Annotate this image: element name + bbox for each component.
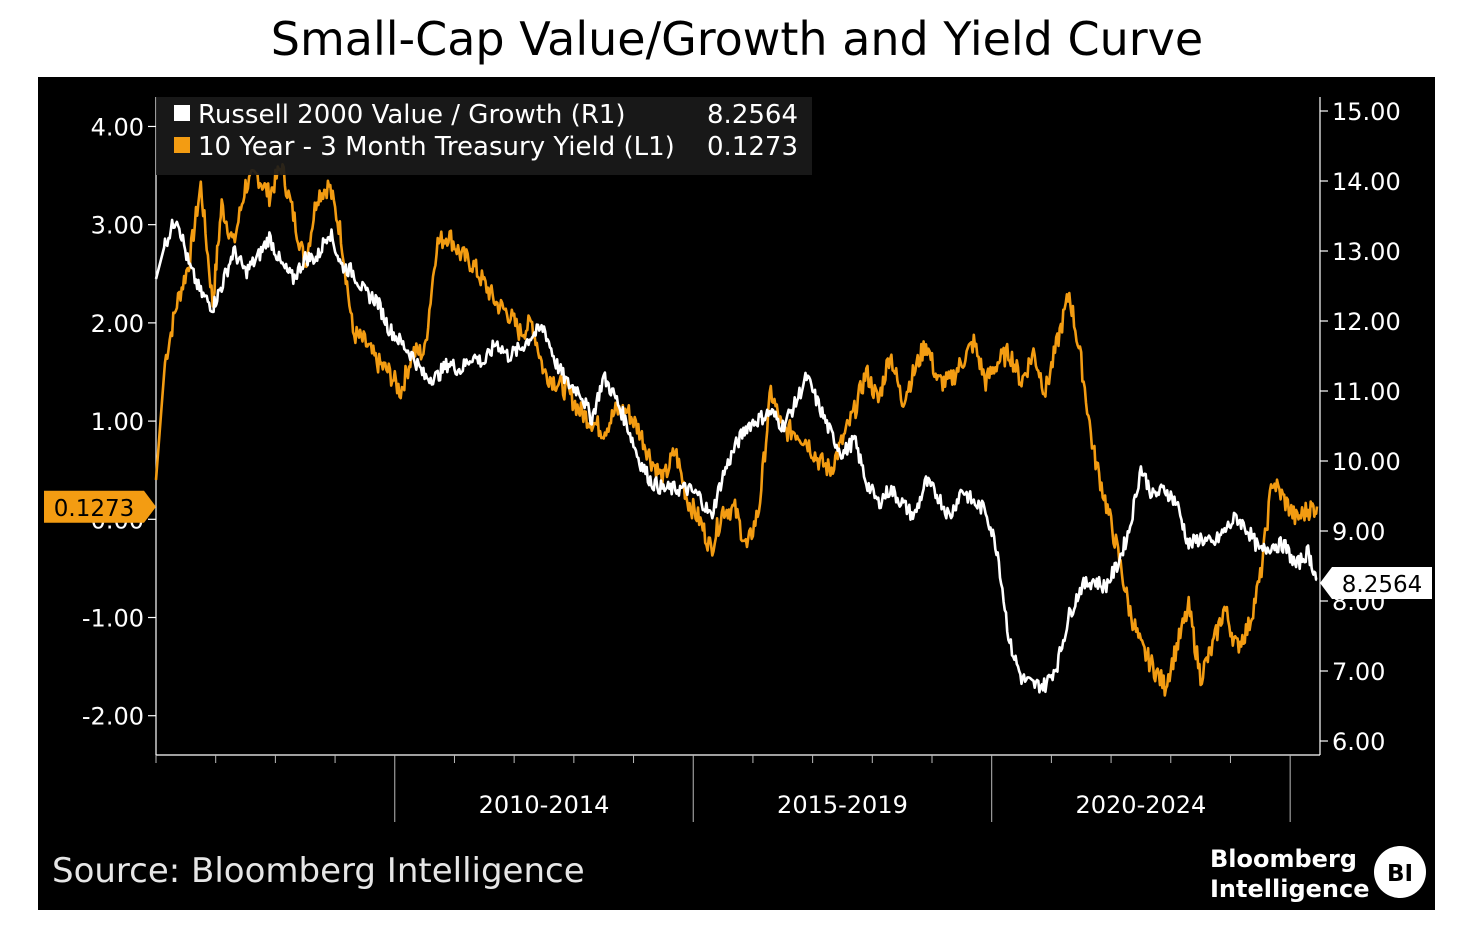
legend-value-value-growth: 8.2564	[707, 100, 798, 130]
legend-label-yield: 10 Year - 3 Month Treasury Yield (L1)	[198, 132, 675, 162]
chart-title: Small-Cap Value/Growth and Yield Curve	[270, 12, 1204, 66]
brand-badge-text: BI	[1387, 861, 1413, 887]
series-line-value-growth	[154, 218, 1318, 694]
legend-value-yield: 0.1273	[707, 132, 798, 162]
legend: Russell 2000 Value / Growth (R1) 8.2564 …	[156, 97, 812, 175]
legend-label-value-growth: Russell 2000 Value / Growth (R1)	[198, 100, 626, 130]
left-tick-label: -1.00	[82, 605, 144, 633]
legend-swatch-yield	[174, 137, 190, 153]
chart-panel: 4.003.002.001.000.00-1.00-2.0015.0014.00…	[38, 77, 1435, 910]
left-last-value-label: 0.1273	[54, 496, 134, 522]
legend-swatch-value-growth	[174, 105, 190, 121]
right-tick-label: 12.00	[1332, 308, 1401, 336]
right-tick-label: 11.00	[1332, 378, 1401, 406]
brand-line-1: Bloomberg	[1210, 845, 1357, 873]
chart-svg: 4.003.002.001.000.00-1.00-2.0015.0014.00…	[44, 97, 1432, 903]
x-category-label: 2015-2019	[777, 791, 908, 819]
left-tick-label: 4.00	[91, 113, 144, 141]
left-last-value-badge	[44, 490, 156, 523]
brand-logo: Bloomberg Intelligence BI	[1210, 845, 1426, 903]
source-note: Source: Bloomberg Intelligence	[52, 851, 585, 891]
left-tick-label: 1.00	[91, 408, 144, 436]
right-tick-label: 9.00	[1332, 518, 1385, 546]
x-category-label: 2010-2014	[479, 791, 610, 819]
series-line-yield	[154, 163, 1319, 697]
right-tick-label: 6.00	[1332, 728, 1385, 756]
right-tick-label: 15.00	[1332, 98, 1401, 126]
right-tick-label: 13.00	[1332, 238, 1401, 266]
right-last-value-badge	[1320, 567, 1432, 600]
x-category-label: 2020-2024	[1076, 791, 1207, 819]
brand-badge-circle	[1374, 846, 1426, 898]
left-tick-label: 2.00	[91, 310, 144, 338]
right-last-value-label: 8.2564	[1342, 572, 1422, 598]
left-tick-label: -2.00	[82, 703, 144, 731]
right-tick-label: 14.00	[1332, 168, 1401, 196]
brand-line-2: Intelligence	[1210, 875, 1370, 903]
right-tick-label: 7.00	[1332, 658, 1385, 686]
left-tick-label: 3.00	[91, 212, 144, 240]
right-tick-label: 10.00	[1332, 448, 1401, 476]
